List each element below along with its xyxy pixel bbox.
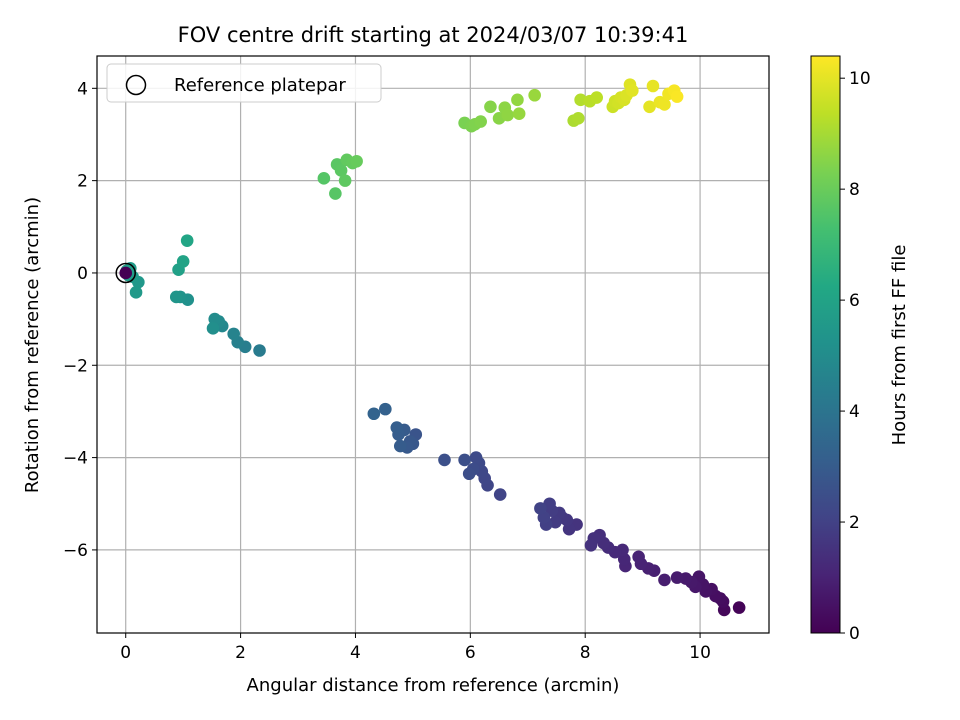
x-tick-label: 10 [689, 643, 711, 663]
plot-frame [97, 56, 769, 633]
colorbar-tick-label: 6 [849, 291, 860, 311]
data-point [350, 155, 363, 168]
y-tick-label: −2 [63, 356, 88, 376]
chart-title: FOV centre drift starting at 2024/03/07 … [178, 23, 689, 47]
data-point [733, 601, 746, 614]
data-point [463, 467, 476, 480]
data-point [253, 344, 266, 357]
data-point [632, 551, 645, 564]
y-tick-label: 0 [77, 264, 88, 284]
legend: Reference platepar [107, 64, 381, 102]
data-points [119, 78, 745, 616]
data-point [501, 109, 514, 122]
data-point [470, 451, 483, 464]
data-point [572, 112, 585, 125]
data-point [119, 267, 132, 280]
data-point [671, 571, 684, 584]
y-axis-ticks: −6 −4 −2 0 2 4 [63, 79, 97, 561]
y-tick-label: 2 [77, 172, 88, 192]
data-point [484, 100, 497, 113]
x-tick-label: 2 [235, 643, 246, 663]
data-point [339, 174, 352, 187]
colorbar-gradient [811, 56, 840, 633]
colorbar-tick-label: 2 [849, 513, 860, 533]
data-point [318, 172, 331, 185]
x-tick-label: 0 [120, 643, 131, 663]
data-point [658, 574, 671, 587]
data-point [207, 322, 220, 335]
data-point [329, 187, 342, 200]
x-tick-label: 4 [350, 643, 361, 663]
data-point [177, 255, 190, 268]
colorbar-tick-label: 4 [849, 402, 860, 422]
y-axis-label: Rotation from reference (arcmin) [22, 197, 43, 493]
y-tick-label: 4 [77, 79, 88, 99]
data-point [590, 91, 603, 104]
data-point [647, 80, 660, 93]
grid [97, 56, 769, 633]
data-point [474, 115, 487, 128]
x-axis-ticks: 0 2 4 6 8 10 [120, 633, 711, 663]
data-point [130, 286, 143, 299]
x-tick-label: 6 [465, 643, 476, 663]
figure: FOV centre drift starting at 2024/03/07 … [0, 0, 960, 720]
data-point [528, 89, 541, 102]
y-tick-label: −4 [63, 449, 88, 469]
data-point [671, 90, 684, 103]
data-point [585, 539, 598, 552]
data-point [181, 234, 194, 247]
colorbar-tick-label: 10 [849, 69, 871, 89]
y-tick-label: −6 [63, 541, 88, 561]
data-point [513, 107, 526, 120]
data-point [458, 454, 471, 467]
colorbar-label: Hours from first FF file [889, 245, 910, 446]
data-point [170, 291, 183, 304]
colorbar-ticks: 0 2 4 6 8 10 [840, 69, 871, 644]
data-point [391, 421, 404, 434]
data-point [227, 328, 240, 341]
data-point [438, 454, 451, 467]
data-point [394, 440, 407, 453]
data-point [511, 94, 524, 107]
x-axis-label: Angular distance from reference (arcmin) [247, 675, 620, 696]
colorbar-tick-label: 0 [849, 624, 860, 644]
x-tick-label: 8 [580, 643, 591, 663]
colorbar-tick-label: 8 [849, 180, 860, 200]
data-point [534, 502, 547, 515]
data-point [626, 84, 639, 97]
data-point [379, 403, 392, 416]
data-point [494, 488, 507, 501]
data-point [368, 407, 381, 420]
legend-label-reference-platepar: Reference platepar [174, 75, 346, 96]
colorbar: 0 2 4 6 8 10 Hours from first FF file [811, 56, 910, 644]
